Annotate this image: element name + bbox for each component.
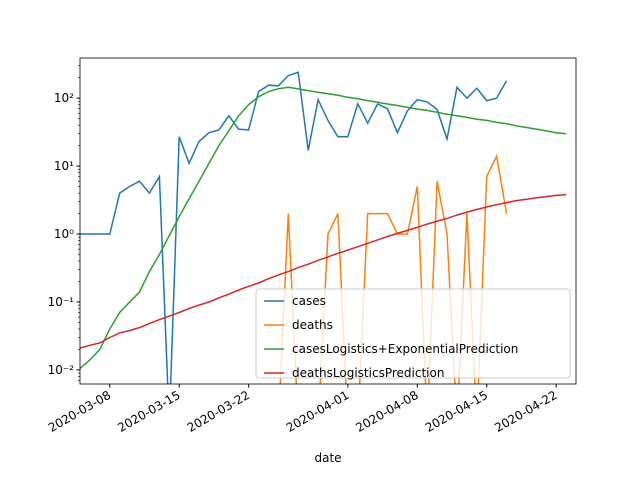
legend-label: deaths <box>292 318 333 332</box>
y-tick-label: 10¹ <box>54 159 74 173</box>
legend-label: deathsLogisticsPrediction <box>292 366 444 380</box>
x-tick-label: 2020-03-15 <box>115 388 182 435</box>
x-tick-label: 2020-04-08 <box>353 388 420 435</box>
plot-area <box>80 71 567 384</box>
axes-frame <box>79 57 577 385</box>
y-tick-label: 10⁰ <box>54 227 74 241</box>
y-tick-label: 10⁻¹ <box>48 295 75 309</box>
legend-box <box>255 288 571 379</box>
x-axis-label: date <box>314 451 341 465</box>
x-tick-label: 2020-03-08 <box>46 388 113 435</box>
x-tick-label: 2020-04-15 <box>423 388 490 435</box>
y-tick-label: 10² <box>54 91 74 105</box>
legend-label: casesLogistics+ExponentialPrediction <box>292 342 518 356</box>
x-tick-label: 2020-04-22 <box>492 388 559 435</box>
line-series <box>80 193 567 349</box>
legend-label: cases <box>292 294 326 308</box>
x-tick-label: 2020-04-01 <box>284 388 351 435</box>
x-tick-label: 2020-03-22 <box>185 388 252 435</box>
line-series <box>80 71 508 384</box>
y-tick-label: 10⁻² <box>48 363 75 377</box>
line-series <box>80 86 567 370</box>
